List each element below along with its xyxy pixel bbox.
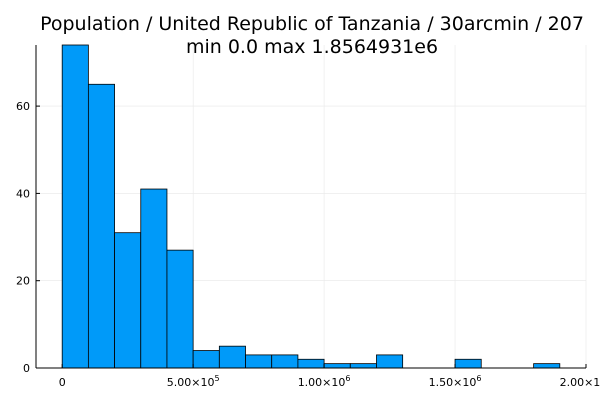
histogram-bar-9: [297, 358, 325, 369]
histogram-bar-11: [349, 363, 377, 369]
x-tick-label-1: 5.00×105: [167, 374, 220, 389]
chart-title: Population / United Republic of Tanzania…: [40, 13, 584, 35]
y-tick-label-0: 0: [23, 362, 30, 375]
x-tick-label-2: 1.00×106: [298, 374, 351, 389]
x-axis-ticks: 0 5.00×105 1.00×106 1.50×106 2.00×106: [59, 364, 600, 389]
y-tick-label-1: 20: [16, 275, 30, 288]
histogram-bar-6: [218, 345, 246, 369]
histogram-bar-2: [114, 232, 142, 369]
y-axis-ticks: 0 20 40 60: [16, 100, 40, 375]
histogram-bar-0: [61, 44, 89, 369]
histogram-bar-1: [87, 83, 115, 369]
histogram-bar-8: [271, 354, 299, 369]
chart-subtitle: min 0.0 max 1.8564931e6: [186, 36, 438, 58]
x-tick-label-0: 0: [59, 376, 66, 389]
histogram-bar-18: [533, 363, 561, 369]
x-tick-label-3: 1.50×106: [429, 374, 482, 389]
y-tick-label-2: 40: [16, 187, 30, 200]
axes: [35, 45, 586, 369]
histogram-bar-4: [166, 249, 194, 369]
histogram-bar-15: [454, 358, 482, 369]
x-tick-label-4: 2.00×106: [560, 374, 600, 389]
histogram-bar-10: [323, 363, 351, 369]
histogram-bar-12: [376, 354, 404, 369]
histogram-bar-5: [192, 350, 220, 369]
bars: [61, 44, 561, 369]
histogram-bar-3: [140, 188, 168, 369]
y-tick-label-3: 60: [16, 100, 30, 113]
histogram-bar-7: [245, 354, 273, 369]
